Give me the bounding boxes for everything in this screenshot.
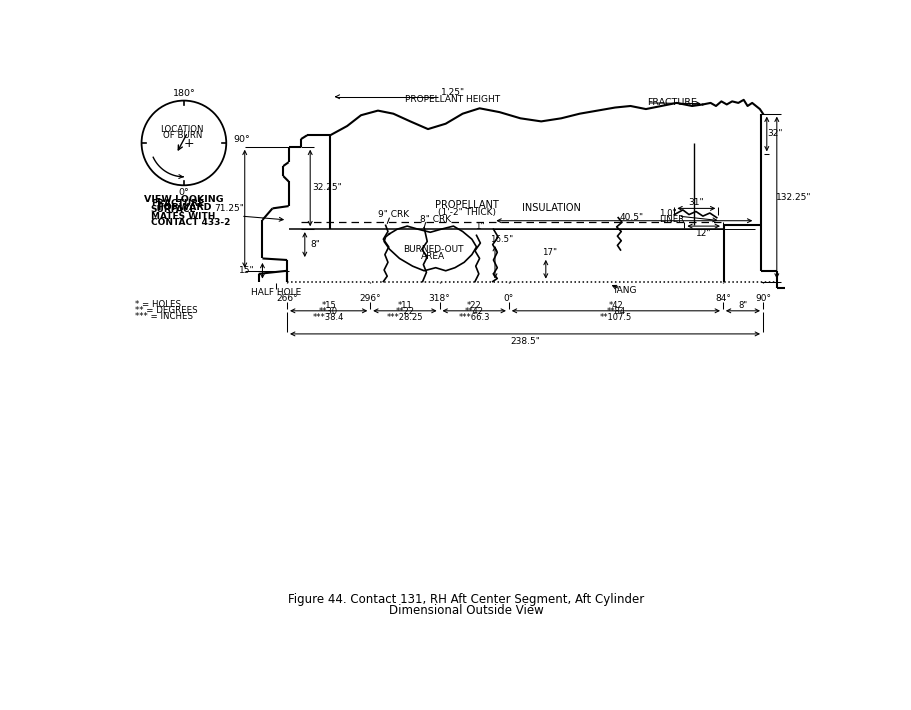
Text: 238.5": 238.5" (510, 337, 540, 346)
Text: +: + (183, 137, 194, 151)
Text: PROPELLANT: PROPELLANT (435, 200, 498, 210)
Text: *** = INCHES: *** = INCHES (136, 312, 193, 322)
Text: BURNED-OUT: BURNED-OUT (404, 245, 464, 253)
Text: 180°: 180° (172, 89, 195, 98)
Text: FRACTURE: FRACTURE (151, 200, 204, 208)
Text: * = HOLES: * = HOLES (136, 300, 181, 309)
Text: 0°: 0° (179, 187, 189, 197)
Text: **42: **42 (465, 307, 484, 316)
Text: VIEW LOOKING: VIEW LOOKING (144, 195, 224, 204)
Text: TANG: TANG (612, 286, 637, 295)
Text: ***66.3: ***66.3 (458, 313, 490, 322)
Text: *22: *22 (466, 301, 482, 310)
Text: 1.25": 1.25" (441, 89, 465, 97)
Text: MATES WITH: MATES WITH (151, 212, 215, 221)
Text: AREA: AREA (421, 251, 445, 261)
Text: 9" CRK: 9" CRK (378, 210, 409, 219)
Text: LOCATION: LOCATION (160, 124, 204, 133)
Text: FORWARD: FORWARD (157, 203, 211, 212)
Text: 16.5": 16.5" (489, 235, 513, 244)
Text: 266°: 266° (276, 294, 298, 303)
Text: **107.5: **107.5 (599, 313, 632, 322)
Text: 8" CRK: 8" CRK (420, 215, 452, 224)
Text: 32.25": 32.25" (312, 183, 342, 192)
Text: Figure 44. Contact 131, RH Aft Center Segment, Aft Cylinder: Figure 44. Contact 131, RH Aft Center Se… (289, 593, 645, 606)
Text: 17": 17" (542, 248, 558, 257)
Text: 40.5": 40.5" (620, 213, 644, 222)
Text: *11: *11 (397, 301, 413, 310)
Text: ***38.4: ***38.4 (313, 313, 344, 322)
Text: ** = DEGREES: ** = DEGREES (136, 306, 198, 315)
Text: ***28.25: ***28.25 (386, 313, 423, 322)
Text: FRACTURE: FRACTURE (648, 99, 697, 107)
Text: 1.0": 1.0" (659, 209, 677, 217)
Text: 1": 1" (475, 222, 485, 231)
Text: 71.25": 71.25" (214, 204, 244, 213)
Text: **84: **84 (607, 307, 626, 316)
Text: 296°: 296° (360, 294, 381, 303)
Text: 32": 32" (768, 129, 783, 138)
Text: *42: *42 (609, 301, 623, 310)
Text: PROPELLANT HEIGHT: PROPELLANT HEIGHT (405, 94, 500, 104)
Text: SURFACE: SURFACE (151, 205, 197, 214)
Text: 84°: 84° (715, 294, 731, 303)
Text: (1'-2" THICK): (1'-2" THICK) (437, 208, 496, 217)
Text: 132.25": 132.25" (776, 193, 812, 202)
Text: INSULATION: INSULATION (522, 203, 580, 214)
Text: CONTACT 433-2: CONTACT 433-2 (151, 218, 230, 226)
Text: 31": 31" (688, 198, 704, 207)
Text: *15: *15 (322, 301, 336, 310)
Text: HALF HOLE: HALF HOLE (251, 288, 302, 297)
Text: 90°: 90° (755, 294, 771, 303)
Text: **22: **22 (395, 307, 415, 316)
Text: 12": 12" (696, 229, 711, 238)
Text: LINER: LINER (659, 214, 684, 224)
Text: OF BURN: OF BURN (163, 131, 202, 140)
Text: Dimensional Outside View: Dimensional Outside View (389, 604, 544, 617)
Text: 8": 8" (739, 301, 748, 310)
Text: 15": 15" (240, 266, 255, 275)
Text: **30: **30 (319, 307, 338, 316)
Text: 8": 8" (311, 240, 321, 249)
Text: 90°: 90° (233, 136, 250, 144)
Text: 0°: 0° (504, 294, 514, 303)
Text: 318°: 318° (429, 294, 450, 303)
